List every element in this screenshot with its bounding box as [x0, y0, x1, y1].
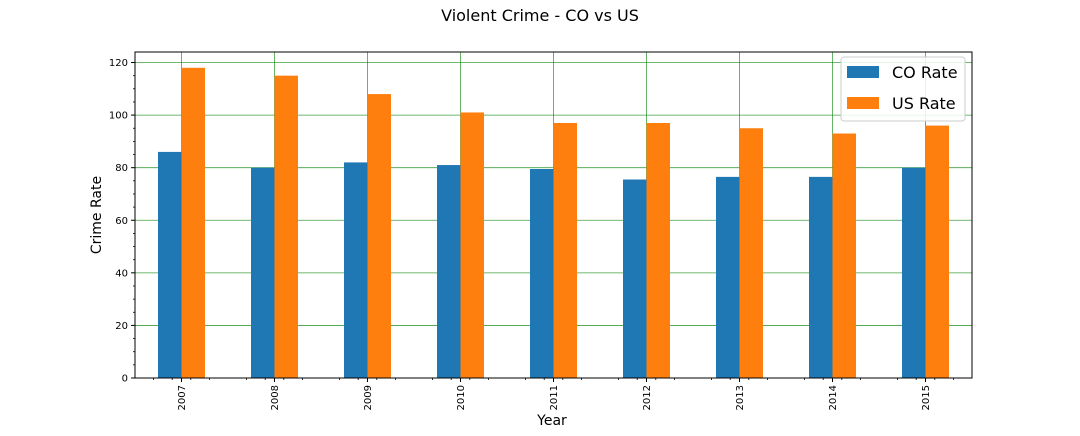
y-tick-label: 60	[115, 216, 128, 227]
bar-co-rate-2012: CO Rate 2012: 75.5	[623, 179, 647, 378]
bar-us-rate-2010: US Rate 2010: 101	[460, 112, 484, 378]
bar-us-rate-2008: US Rate 2008: 115	[274, 75, 298, 379]
x-tick-label: 2007	[177, 385, 188, 410]
y-tick-label: 80	[115, 163, 128, 174]
x-tick-label: 2008	[270, 385, 281, 410]
x-tick-label: 2015	[921, 385, 932, 410]
bar-us-rate-2014: US Rate 2014: 93	[832, 133, 856, 378]
x-tick-label: 2009	[363, 385, 374, 410]
legend-label-co-rate: CO Rate	[892, 63, 958, 82]
x-tick-label: 2010	[456, 385, 467, 410]
x-tick-label: 2013	[735, 385, 746, 410]
x-tick-label: 2012	[642, 385, 653, 410]
bar-us-rate-2009: US Rate 2009: 108	[367, 94, 391, 378]
legend-label-us-rate: US Rate	[892, 94, 956, 113]
y-tick-label: 20	[115, 321, 128, 332]
y-tick-label: 100	[109, 111, 128, 122]
x-tick-label: 2011	[549, 385, 560, 410]
bar-co-rate-2009: CO Rate 2009: 82	[344, 162, 368, 378]
legend-swatch-us-rate	[847, 97, 879, 109]
bar-co-rate-2015: CO Rate 2015: 80	[902, 167, 926, 378]
bar-us-rate-2007: US Rate 2007: 118	[181, 67, 205, 378]
y-tick-label: 0	[122, 374, 128, 385]
bar-us-rate-2011: US Rate 2011: 97	[553, 122, 577, 378]
bar-co-rate-2010: CO Rate 2010: 81	[437, 165, 461, 378]
bar-co-rate-2013: CO Rate 2013: 76.5	[716, 176, 740, 378]
bar-co-rate-2008: CO Rate 2008: 80	[251, 167, 275, 378]
bar-us-rate-2015: US Rate 2015: 96	[925, 125, 949, 378]
bar-us-rate-2013: US Rate 2013: 95	[739, 128, 763, 378]
bar-co-rate-2007: CO Rate 2007: 86	[158, 151, 182, 378]
y-axis-label: Crime Rate	[89, 176, 105, 254]
chart-title: Violent Crime - CO vs US	[441, 6, 639, 25]
y-tick-label: 120	[109, 58, 128, 69]
bar-co-rate-2014: CO Rate 2014: 76.5	[809, 176, 833, 378]
x-tick-label: 2014	[828, 385, 839, 410]
x-axis-label: Year	[536, 413, 567, 429]
bar-co-rate-2011: CO Rate 2011: 79.5	[530, 168, 554, 378]
legend-swatch-co-rate	[847, 66, 879, 78]
bar-us-rate-2012: US Rate 2012: 97	[646, 122, 670, 378]
y-tick-label: 40	[115, 268, 128, 279]
